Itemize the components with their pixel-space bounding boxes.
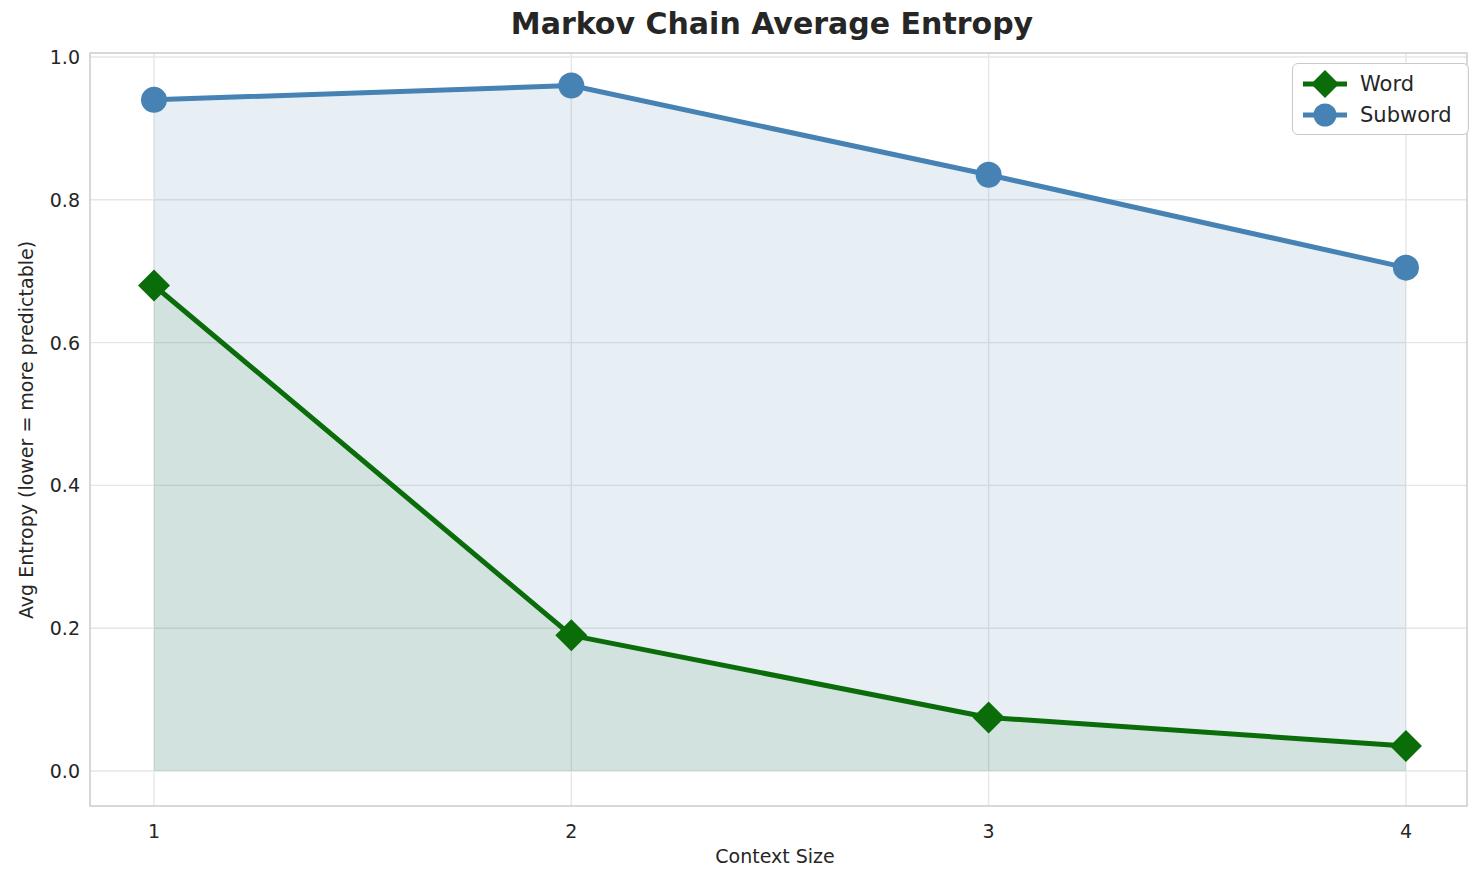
y-tick-label-0.8: 0.8 xyxy=(50,189,80,211)
x-tick-label-1: 1 xyxy=(148,820,160,842)
figure: Markov Chain Average Entropy Avg Entropy… xyxy=(0,0,1484,885)
y-tick-label-0.6: 0.6 xyxy=(50,332,80,354)
x-tick-label-3: 3 xyxy=(983,820,995,842)
word-diamond-marker-icon xyxy=(1302,69,1348,99)
y-tick-label-0.4: 0.4 xyxy=(50,474,80,496)
legend-label-word: Word xyxy=(1360,72,1414,96)
y-tick-label-0.2: 0.2 xyxy=(50,617,80,639)
y-tick-label-0.0: 0.0 xyxy=(50,760,80,782)
x-axis-label: Context Size xyxy=(715,845,834,867)
legend-item-subword: Subword xyxy=(1302,99,1452,130)
legend: Word Subword xyxy=(1292,63,1469,135)
legend-label-subword: Subword xyxy=(1360,103,1452,127)
x-tick-label-2: 2 xyxy=(565,820,577,842)
y-axis-label: Avg Entropy (lower = more predictable) xyxy=(15,241,37,619)
legend-item-word: Word xyxy=(1302,68,1452,99)
subword-circle-marker-icon xyxy=(1302,100,1348,130)
y-tick-label-1.0: 1.0 xyxy=(50,46,80,68)
chart-title: Markov Chain Average Entropy xyxy=(511,6,1033,41)
plot-canvas xyxy=(0,0,1484,885)
x-tick-label-4: 4 xyxy=(1400,820,1412,842)
